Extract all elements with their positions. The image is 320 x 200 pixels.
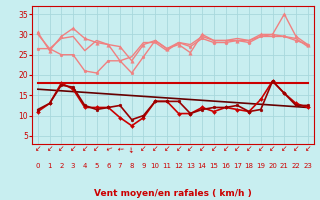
Text: ↙: ↙ bbox=[35, 144, 41, 153]
X-axis label: Vent moyen/en rafales ( km/h ): Vent moyen/en rafales ( km/h ) bbox=[94, 189, 252, 198]
Text: ↙: ↙ bbox=[126, 144, 137, 155]
Text: ↙: ↙ bbox=[211, 144, 217, 153]
Text: ↙: ↙ bbox=[234, 144, 241, 153]
Text: ↙: ↙ bbox=[258, 144, 264, 153]
Text: ↙: ↙ bbox=[152, 144, 158, 153]
Text: ↙: ↙ bbox=[222, 144, 229, 153]
Text: ↙: ↙ bbox=[93, 144, 100, 153]
Text: ↙: ↙ bbox=[82, 144, 88, 153]
Text: ↙: ↙ bbox=[140, 144, 147, 153]
Text: ↙: ↙ bbox=[293, 144, 299, 153]
Text: ↙: ↙ bbox=[115, 144, 125, 155]
Text: ↙: ↙ bbox=[269, 144, 276, 153]
Text: ↙: ↙ bbox=[175, 144, 182, 153]
Text: ↙: ↙ bbox=[58, 144, 65, 153]
Text: ↙: ↙ bbox=[199, 144, 205, 153]
Text: ↙: ↙ bbox=[46, 144, 53, 153]
Text: ↙: ↙ bbox=[246, 144, 252, 153]
Text: ↙: ↙ bbox=[103, 144, 113, 155]
Text: ↙: ↙ bbox=[305, 144, 311, 153]
Text: ↙: ↙ bbox=[281, 144, 287, 153]
Text: ↙: ↙ bbox=[187, 144, 194, 153]
Text: ↙: ↙ bbox=[164, 144, 170, 153]
Text: ↙: ↙ bbox=[70, 144, 76, 153]
